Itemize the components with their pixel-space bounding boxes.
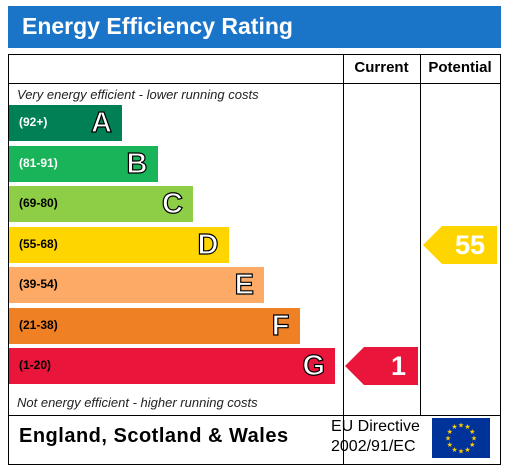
eu-star-icon: ★	[469, 441, 475, 449]
current-rating-arrow: 1	[345, 347, 418, 385]
band-letter: E	[234, 268, 255, 301]
eu-star-icon: ★	[451, 423, 457, 431]
band-d: (55-68) D	[9, 226, 229, 263]
eu-star-icon: ★	[471, 435, 477, 443]
eu-flag-icon: ★ ★ ★ ★ ★ ★ ★ ★ ★ ★ ★ ★	[432, 418, 490, 458]
band-letter: F	[271, 309, 290, 342]
band-range: (21-38)	[19, 317, 58, 332]
region-label: England, Scotland & Wales	[19, 425, 289, 447]
eu-directive-label: EU Directive	[331, 418, 420, 435]
column-header-potential: Potential	[428, 59, 492, 76]
header-divider	[9, 83, 500, 84]
band-a: (92+) A	[9, 105, 122, 141]
band-b: (81-91) B	[9, 145, 158, 182]
band-letter: C	[161, 187, 183, 220]
title-bar: Energy Efficiency Rating	[8, 6, 501, 48]
eu-star-icon: ★	[458, 422, 464, 430]
page-title: Energy Efficiency Rating	[22, 13, 293, 39]
footer-divider	[343, 415, 500, 416]
caption-efficient: Very energy efficient - lower running co…	[17, 87, 259, 102]
potential-rating-arrow: 55	[423, 225, 497, 264]
eu-star-icon: ★	[447, 441, 453, 449]
eu-star-icon: ★	[464, 423, 470, 431]
caption-inefficient: Not energy efficient - higher running co…	[17, 395, 258, 410]
rating-table: Current Potential Very energy efficient …	[8, 54, 501, 465]
footer-divider	[9, 415, 343, 416]
band-letter: D	[197, 228, 219, 261]
column-divider	[420, 55, 421, 416]
eu-star-icon: ★	[458, 448, 464, 456]
current-rating-value: 1	[390, 351, 406, 381]
band-f: (21-38) F	[9, 307, 300, 344]
eu-directive-number: 2002/91/EC	[331, 438, 416, 455]
potential-rating-value: 55	[454, 229, 485, 260]
band-letter: G	[302, 349, 326, 382]
eu-star-icon: ★	[469, 428, 475, 436]
band-e: (39-54) E	[9, 267, 264, 303]
band-range: (39-54)	[19, 277, 58, 291]
eu-star-icon: ★	[447, 428, 453, 436]
band-c: (69-80) C	[9, 186, 193, 222]
band-range: (92+)	[19, 115, 48, 129]
band-range: (69-80)	[19, 196, 58, 210]
eu-star-icon: ★	[464, 446, 470, 454]
band-letter: A	[90, 106, 112, 139]
band-letter: B	[126, 147, 148, 180]
band-g: (1-20) G	[9, 348, 335, 384]
band-range: (55-68)	[19, 236, 58, 251]
band-range: (1-20)	[19, 358, 52, 372]
eu-star-icon: ★	[445, 435, 451, 443]
band-range: (81-91)	[19, 155, 58, 170]
column-header-current: Current	[354, 59, 409, 76]
column-divider	[343, 55, 344, 464]
eu-star-icon: ★	[451, 446, 457, 454]
